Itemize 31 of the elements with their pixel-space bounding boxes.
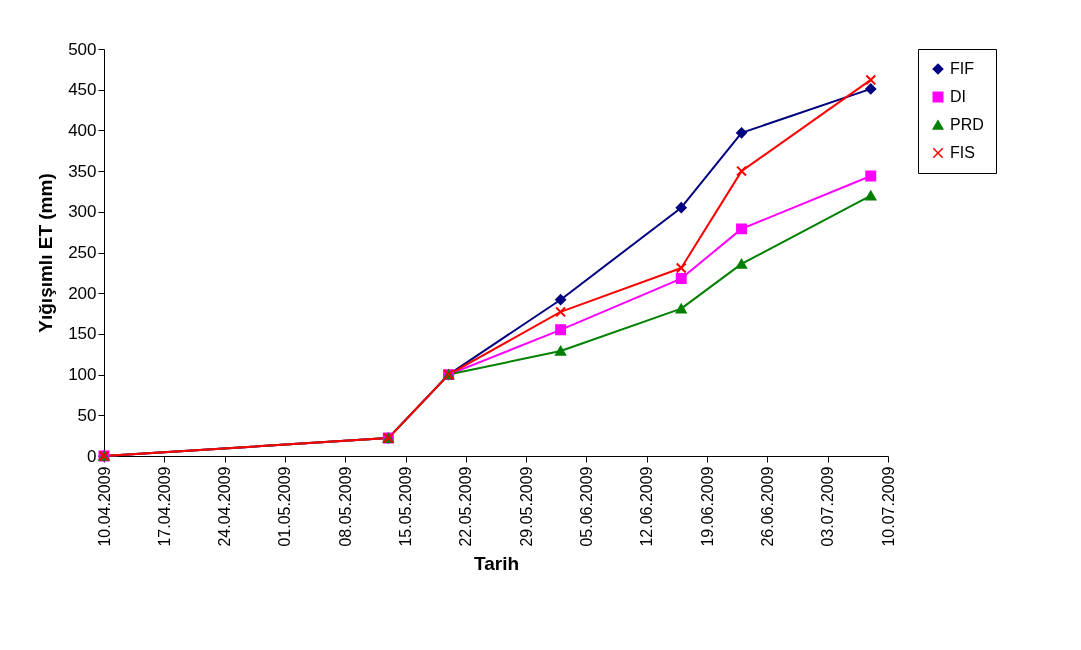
x-tick-label: 08.05.2009 (336, 466, 354, 547)
legend-label: DI (950, 88, 966, 105)
y-axis-title: Yığışımlı ET (mm) (35, 173, 57, 333)
y-tick-label: 200 (68, 283, 97, 303)
x-tick-label: 03.07.2009 (819, 466, 837, 547)
y-tick-label: 450 (68, 80, 97, 100)
x-tick-label: 05.06.2009 (577, 466, 595, 547)
x-tick-label: 19.06.2009 (698, 466, 716, 547)
x-tick-label: 26.06.2009 (758, 466, 776, 547)
x-tick-label: 17.04.2009 (155, 466, 173, 547)
x-tick-label: 24.04.2009 (216, 466, 234, 547)
x-tick-label: 10.04.2009 (95, 466, 113, 547)
y-tick-label: 250 (68, 243, 97, 262)
y-tick-label: 150 (68, 324, 97, 344)
x-tick-label: 12.06.2009 (638, 466, 656, 547)
y-tick-label: 500 (68, 39, 97, 59)
legend-label: FIS (950, 144, 975, 161)
y-tick-label: 350 (68, 161, 97, 181)
x-tick-label: 10.07.2009 (879, 466, 897, 547)
legend-label: FIF (950, 60, 975, 77)
legend-label: PRD (950, 116, 984, 133)
y-tick-label: 50 (77, 405, 97, 425)
x-tick-label: 29.05.2009 (517, 466, 535, 547)
y-tick-label: 0 (87, 446, 97, 466)
x-tick-label: 15.05.2009 (397, 466, 415, 547)
x-axis-title: Tarih (473, 552, 520, 574)
y-tick-label: 400 (68, 120, 97, 140)
x-tick-label: 22.05.2009 (457, 466, 475, 547)
x-tick-label: 01.05.2009 (276, 466, 294, 547)
y-tick-label: 100 (68, 365, 97, 385)
y-tick-label: 300 (68, 202, 97, 222)
